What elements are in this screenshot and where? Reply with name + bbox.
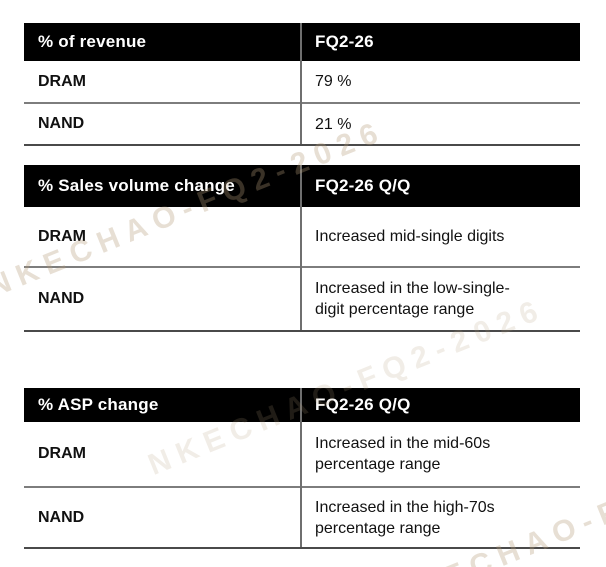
asp-header-label: % ASP change bbox=[38, 395, 159, 414]
row-value-nand: Increased in the low-single- digit perce… bbox=[315, 280, 510, 318]
revenue-header-label: % of revenue bbox=[38, 32, 147, 51]
row-value-dram: Increased in the mid-60s percentage rang… bbox=[315, 435, 491, 473]
sales-volume-header-period: FQ2-26 Q/Q bbox=[315, 176, 411, 195]
row-label-nand: NAND bbox=[38, 508, 85, 526]
column-divider bbox=[300, 388, 302, 547]
row-label-dram: DRAM bbox=[38, 445, 86, 462]
table-row-nand: NAND 21 % bbox=[24, 102, 580, 144]
asp-header-period: FQ2-26 Q/Q bbox=[315, 395, 411, 414]
sales-volume-header-label: % Sales volume change bbox=[38, 176, 235, 195]
row-value-dram: Increased mid-single digits bbox=[315, 228, 505, 245]
table-row-dram: DRAM Increased mid-single digits bbox=[24, 207, 580, 266]
revenue-table: % of revenue FQ2-26 DRAM 79 % NAND 21 % bbox=[24, 23, 580, 146]
row-value-nand: 21 % bbox=[315, 115, 352, 133]
table-row-dram: DRAM Increased in the mid-60s percentage… bbox=[24, 422, 580, 486]
table-row-nand: NAND Increased in the high-70s percentag… bbox=[24, 486, 580, 547]
asp-table: % ASP change FQ2-26 Q/Q DRAM Increased i… bbox=[24, 388, 580, 549]
row-label-nand: NAND bbox=[38, 115, 85, 132]
row-label-dram: DRAM bbox=[38, 72, 86, 90]
table-row-nand: NAND Increased in the low-single- digit … bbox=[24, 266, 580, 330]
sales-volume-table: % Sales volume change FQ2-26 Q/Q DRAM In… bbox=[24, 165, 580, 332]
column-divider bbox=[300, 165, 302, 330]
sales-volume-header-row: % Sales volume change FQ2-26 Q/Q bbox=[24, 165, 580, 207]
row-label-dram: DRAM bbox=[38, 227, 86, 245]
row-label-nand: NAND bbox=[38, 290, 85, 307]
table-row-dram: DRAM 79 % bbox=[24, 61, 580, 102]
row-value-dram: 79 % bbox=[315, 73, 352, 90]
column-divider bbox=[300, 23, 302, 144]
revenue-header-period: FQ2-26 bbox=[315, 32, 374, 51]
asp-header-row: % ASP change FQ2-26 Q/Q bbox=[24, 388, 580, 422]
revenue-table-header-row: % of revenue FQ2-26 bbox=[24, 23, 580, 61]
row-value-nand: Increased in the high-70s percentage ran… bbox=[315, 498, 495, 537]
